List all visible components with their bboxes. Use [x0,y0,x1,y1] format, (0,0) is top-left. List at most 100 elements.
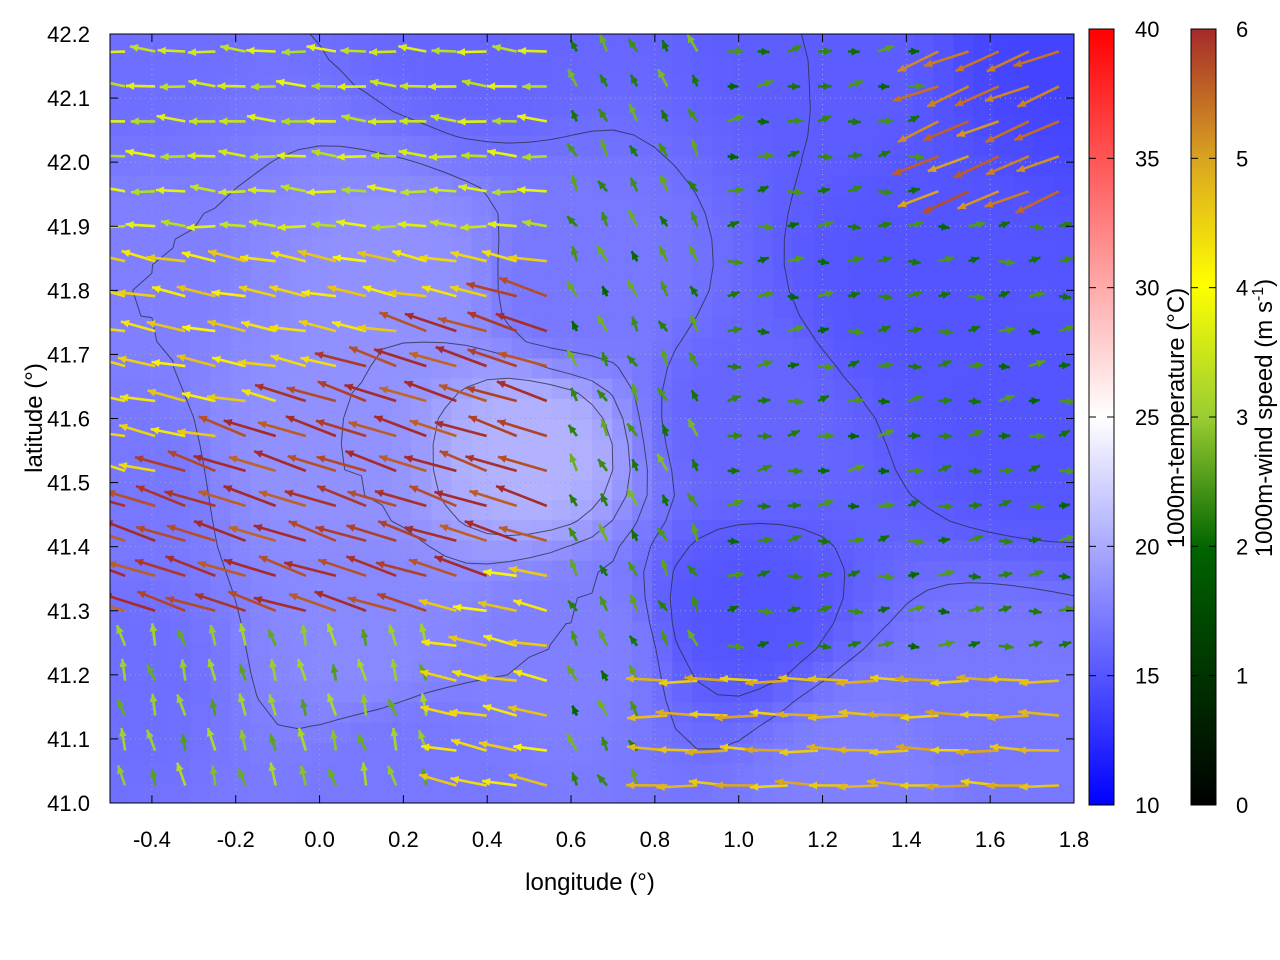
heatmap-cell [351,580,372,602]
heatmap-cell [170,34,191,55]
heatmap-cell [752,175,774,197]
wind-vector-shaft [465,282,518,298]
heatmap-cell [371,114,392,136]
heatmap-cell [391,580,412,602]
wind-vector-head [491,188,501,197]
wind-vector-head [466,281,476,290]
wind-vector-head [176,354,186,362]
heatmap-cell [290,256,312,278]
wind-vector [237,358,276,368]
wind-vector [847,185,863,193]
wind-vector-shaft [110,605,126,613]
wind-vector-head [120,319,130,328]
wind-vector-head [570,40,579,50]
wind-vector-head [866,778,876,786]
heatmap-cell [1013,175,1035,197]
wind-vector [408,484,457,508]
heatmap-cell [250,499,272,521]
wind-vector [877,255,892,264]
wind-vector-head [1015,205,1025,213]
wind-vector-head [914,394,923,403]
heatmap-cell [491,94,513,116]
heatmap-cell [893,337,914,359]
wind-vector [420,743,457,752]
heatmap-cell [873,357,894,379]
heatmap-cell [411,114,432,136]
heatmap-cell [672,539,693,561]
heatmap-cell [672,681,693,703]
wind-vector-head [627,355,636,365]
heatmap-cell [913,479,934,500]
heatmap-cell [170,742,191,764]
heatmap-cell [531,256,553,278]
wind-vector-head [498,455,507,463]
wind-vector-head [209,699,218,709]
heatmap-cell [692,539,714,561]
wind-vector-head [630,177,638,187]
wind-vector [268,694,277,716]
heatmap-cell [511,74,533,96]
wind-vector [296,658,308,682]
wind-vector [837,746,879,754]
heatmap-cell [1053,216,1074,237]
heatmap-cell [833,216,854,237]
wind-vector-head [439,384,448,392]
wind-vector [257,420,307,438]
wind-vector [311,220,337,229]
heatmap-cell [351,378,372,399]
wind-vector-head [657,527,666,537]
heatmap-cell [873,114,894,136]
wind-vector-head [731,395,741,403]
wind-vector-head [434,420,444,429]
wind-vector [116,289,156,298]
wind-vector-head [1031,327,1040,336]
wind-vector [956,120,1000,138]
heatmap-cell [170,580,191,602]
wind-vector [878,188,893,196]
heatmap-cell [732,539,754,561]
heatmap-cell [571,398,593,420]
wind-vector-head [822,605,832,613]
heatmap-cell [551,438,573,460]
heatmap-cell [812,600,834,622]
heatmap-cell [672,135,693,156]
wind-vector-head [1031,256,1041,264]
wind-vector-shaft [403,380,457,403]
heatmap-cell [210,722,232,743]
heatmap-cell [130,337,151,359]
wind-vector-head [1016,164,1026,173]
wind-vector-head [1064,255,1074,264]
heatmap-cell [431,94,452,116]
wind-vector-head [924,59,933,68]
heatmap-cell [873,54,894,75]
heatmap-cell [752,539,774,561]
heatmap-cell [471,681,493,703]
heatmap-cell [913,317,934,339]
heatmap-cell [571,155,593,177]
heatmap-cell [873,782,894,803]
wind-vector [492,117,517,125]
wind-vector-shaft [288,519,337,543]
wind-vector-head [223,485,233,493]
wind-vector [269,324,306,333]
wind-vector-head [837,783,846,791]
heatmap-cell [230,742,252,764]
heatmap-cell [230,681,252,703]
heatmap-cell [792,600,814,622]
wind-vector-head [972,572,981,581]
wind-vector [516,113,548,123]
wind-vector-head [195,593,204,601]
heatmap-cell [692,216,714,237]
heatmap-cell [451,479,473,500]
wind-vector-shaft [496,380,548,403]
heatmap-cell [893,499,914,521]
heatmap-cell [130,378,151,399]
heatmap-cell [592,762,613,784]
wind-vector [297,249,337,263]
heatmap-cell [270,782,292,803]
wind-vector [656,783,698,791]
wind-vector-head [886,501,895,510]
wind-vector [461,79,487,88]
wind-vector [110,396,126,403]
wind-vector [238,623,247,646]
